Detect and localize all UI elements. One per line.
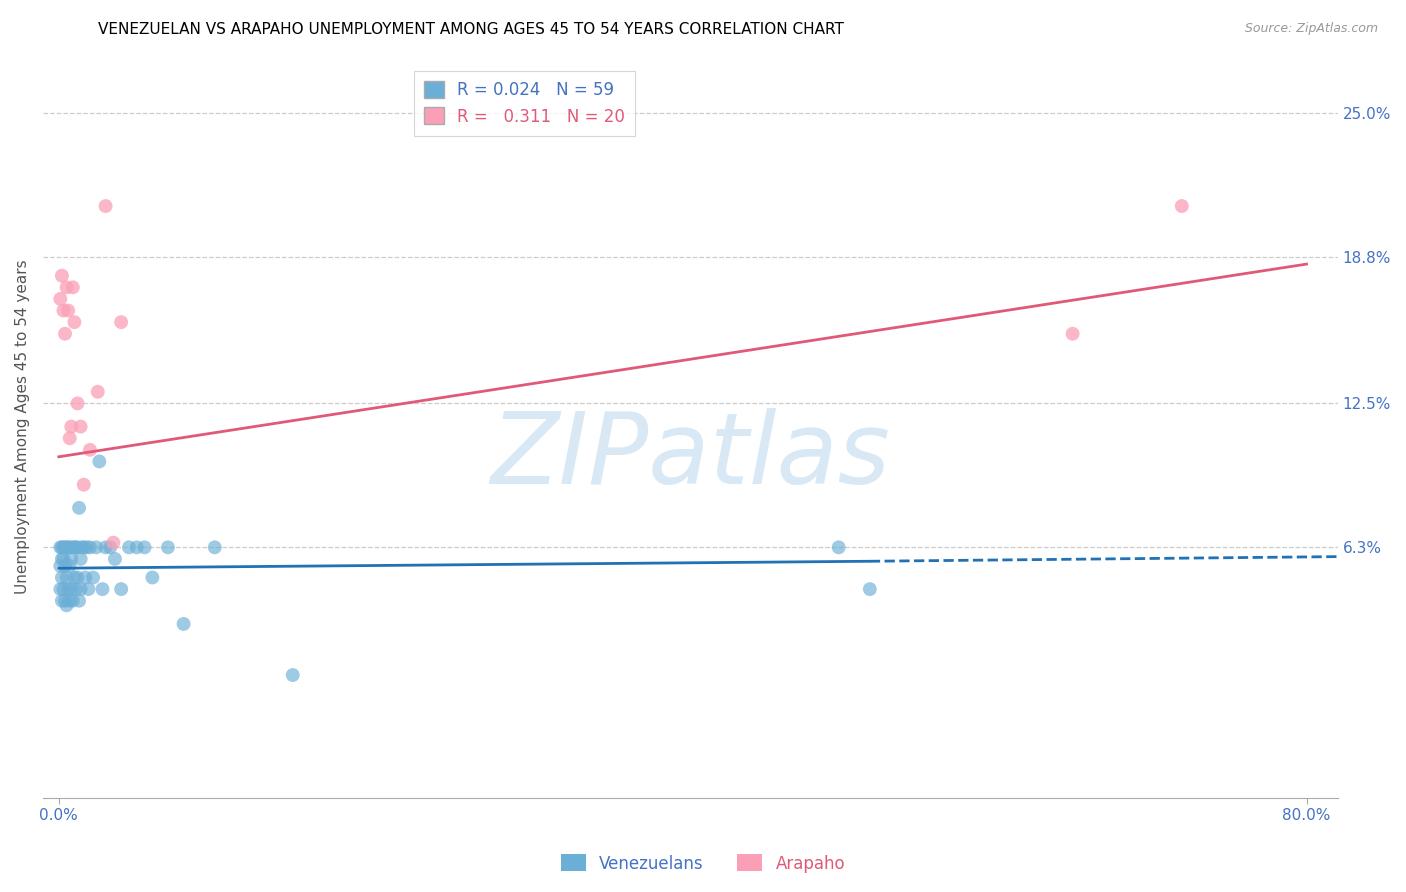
Point xyxy=(66,541,89,555)
Point xyxy=(66,396,89,410)
Point xyxy=(51,541,73,555)
Legend: Venezuelans, Arapaho: Venezuelans, Arapaho xyxy=(554,847,852,880)
Point xyxy=(110,582,132,596)
Point xyxy=(1062,326,1084,341)
Point xyxy=(52,582,75,596)
Point xyxy=(94,199,117,213)
Point xyxy=(1171,199,1194,213)
Point xyxy=(56,582,79,596)
Text: Source: ZipAtlas.com: Source: ZipAtlas.com xyxy=(1244,22,1378,36)
Point xyxy=(87,384,110,399)
Point xyxy=(66,570,89,584)
Point xyxy=(141,570,163,584)
Point xyxy=(118,541,141,555)
Point xyxy=(49,558,72,573)
Point xyxy=(51,593,73,607)
Point xyxy=(55,599,77,613)
Point xyxy=(53,593,76,607)
Point xyxy=(51,268,73,283)
Point xyxy=(859,582,882,596)
Point xyxy=(52,303,75,318)
Point xyxy=(67,500,90,515)
Point xyxy=(156,541,179,555)
Point xyxy=(65,541,87,555)
Point xyxy=(73,541,96,555)
Point xyxy=(60,582,83,596)
Text: VENEZUELAN VS ARAPAHO UNEMPLOYMENT AMONG AGES 45 TO 54 YEARS CORRELATION CHART: VENEZUELAN VS ARAPAHO UNEMPLOYMENT AMONG… xyxy=(98,22,844,37)
Point xyxy=(103,535,125,549)
Point xyxy=(65,582,87,596)
Point xyxy=(55,541,77,555)
Point xyxy=(69,582,91,596)
Point xyxy=(53,558,76,573)
Point xyxy=(56,303,79,318)
Point xyxy=(51,570,73,584)
Point xyxy=(63,570,86,584)
Point xyxy=(69,552,91,566)
Point xyxy=(51,552,73,566)
Point xyxy=(53,326,76,341)
Point xyxy=(59,541,82,555)
Point xyxy=(55,570,77,584)
Point xyxy=(79,442,101,457)
Point xyxy=(134,541,156,555)
Y-axis label: Unemployment Among Ages 45 to 54 years: Unemployment Among Ages 45 to 54 years xyxy=(15,260,30,594)
Point xyxy=(827,541,849,555)
Point xyxy=(49,541,72,555)
Legend: R = 0.024   N = 59, R =   0.311   N = 20: R = 0.024 N = 59, R = 0.311 N = 20 xyxy=(413,70,636,136)
Point xyxy=(55,280,77,294)
Point xyxy=(76,541,98,555)
Point xyxy=(110,315,132,329)
Text: ZIPatlas: ZIPatlas xyxy=(491,408,890,505)
Point xyxy=(91,582,114,596)
Point xyxy=(73,477,96,491)
Point xyxy=(62,280,84,294)
Point xyxy=(63,541,86,555)
Point xyxy=(89,454,111,468)
Point xyxy=(59,431,82,445)
Point xyxy=(173,616,195,631)
Point xyxy=(94,541,117,555)
Point xyxy=(281,668,304,682)
Point xyxy=(60,552,83,566)
Point xyxy=(204,541,226,555)
Point xyxy=(63,315,86,329)
Point xyxy=(62,593,84,607)
Point xyxy=(49,292,72,306)
Point xyxy=(125,541,148,555)
Point xyxy=(52,552,75,566)
Point xyxy=(79,541,101,555)
Point xyxy=(98,541,121,555)
Point xyxy=(69,419,91,434)
Point xyxy=(60,419,83,434)
Point xyxy=(52,541,75,555)
Point xyxy=(67,593,90,607)
Point xyxy=(77,582,100,596)
Point xyxy=(59,593,82,607)
Point xyxy=(59,558,82,573)
Point xyxy=(49,582,72,596)
Point xyxy=(56,541,79,555)
Point xyxy=(70,541,93,555)
Point xyxy=(53,541,76,555)
Point xyxy=(62,541,84,555)
Point xyxy=(104,552,127,566)
Point xyxy=(82,570,104,584)
Point xyxy=(75,570,97,584)
Point xyxy=(84,541,107,555)
